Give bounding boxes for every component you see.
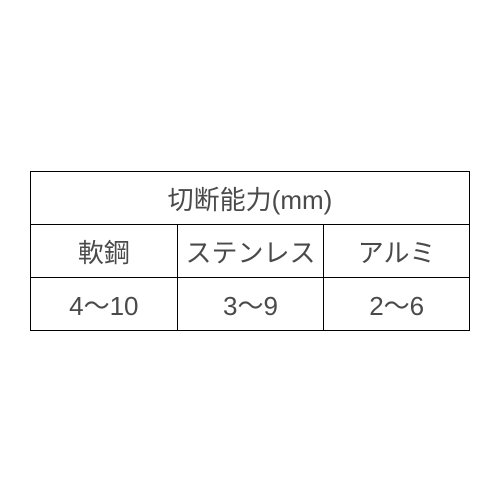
table-col-header: 軟鋼 bbox=[31, 225, 178, 278]
cutting-capacity-table: 切断能力(mm) 軟鋼 ステンレス アルミ 4～10 3～9 2～6 bbox=[30, 171, 470, 331]
table-col-header: ステンレス bbox=[177, 225, 324, 278]
table-cell: 3～9 bbox=[177, 278, 324, 331]
table-cell: 4～10 bbox=[31, 278, 178, 331]
table-header-cell: 切断能力(mm) bbox=[31, 172, 470, 225]
table-columns-row: 軟鋼 ステンレス アルミ bbox=[31, 225, 470, 278]
table-header-row: 切断能力(mm) bbox=[31, 172, 470, 225]
table-row: 4～10 3～9 2～6 bbox=[31, 278, 470, 331]
canvas: 切断能力(mm) 軟鋼 ステンレス アルミ 4～10 3～9 2～6 bbox=[0, 0, 500, 500]
table-col-header: アルミ bbox=[324, 225, 470, 278]
table-cell: 2～6 bbox=[324, 278, 470, 331]
